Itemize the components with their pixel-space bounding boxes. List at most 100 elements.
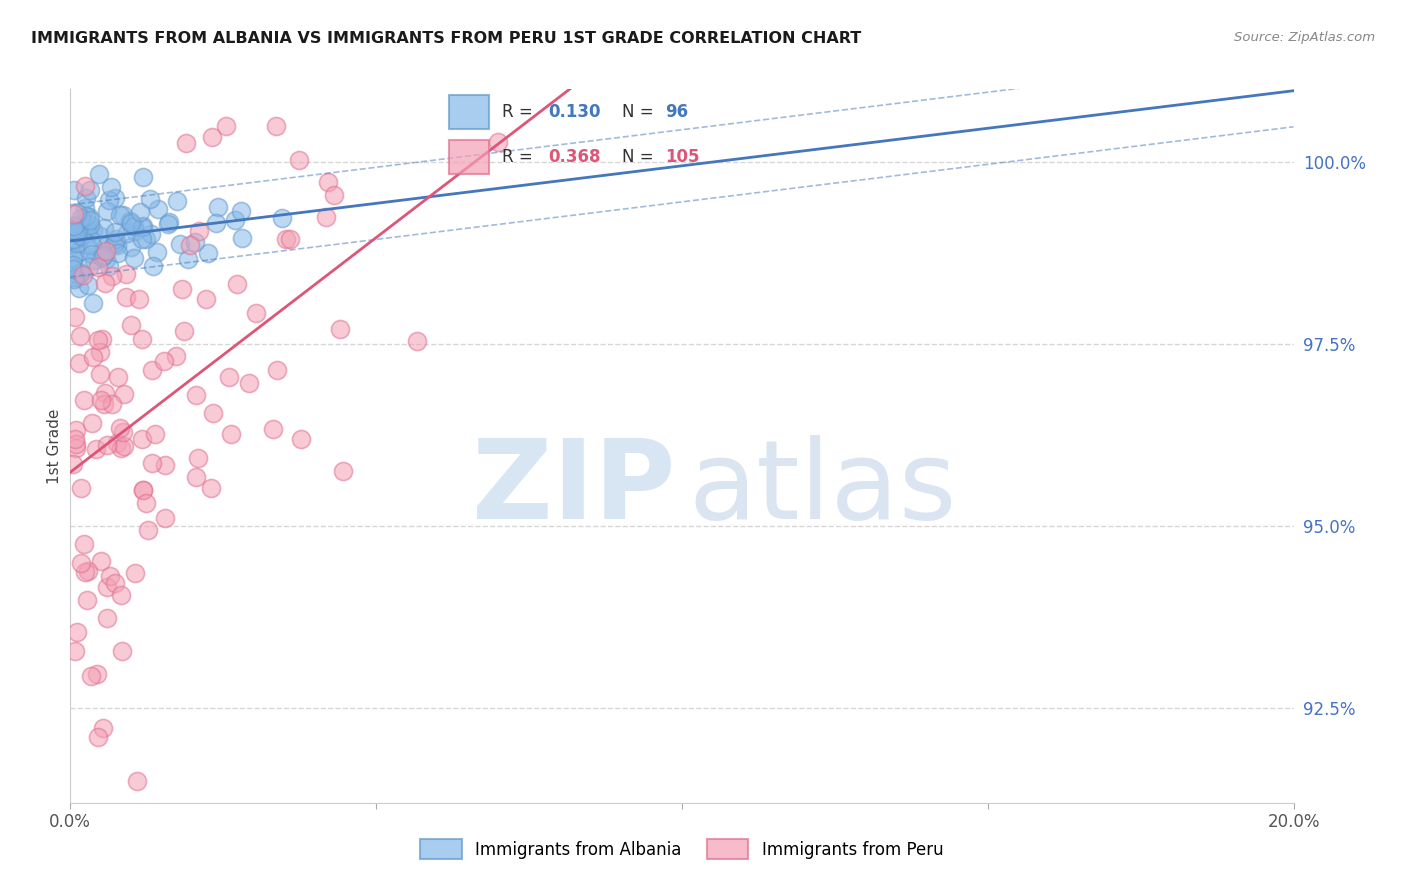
Point	[96, 611, 118, 625]
Point	[204, 216, 226, 230]
Point	[82, 350, 104, 364]
Point	[96, 252, 118, 266]
Point	[184, 235, 207, 249]
Point	[82, 223, 104, 237]
Point	[63, 644, 86, 658]
Point	[69, 244, 91, 258]
Point	[98, 568, 121, 582]
Point	[75, 191, 97, 205]
Point	[316, 175, 339, 189]
Text: IMMIGRANTS FROM ALBANIA VS IMMIGRANTS FROM PERU 1ST GRADE CORRELATION CHART: IMMIGRANTS FROM ALBANIA VS IMMIGRANTS FR…	[31, 31, 862, 46]
Point	[124, 251, 146, 265]
Point	[120, 240, 142, 254]
Point	[104, 576, 127, 591]
Point	[93, 277, 115, 291]
Point	[280, 232, 302, 246]
Point	[141, 456, 163, 470]
Point	[76, 238, 98, 252]
Point	[179, 238, 201, 252]
Point	[100, 180, 122, 194]
Point	[107, 369, 129, 384]
Point	[70, 222, 93, 236]
Point	[63, 222, 86, 236]
Point	[90, 250, 112, 264]
Point	[96, 580, 118, 594]
Point	[112, 208, 135, 222]
Point	[224, 212, 246, 227]
Point	[66, 624, 89, 639]
Point	[75, 210, 97, 224]
Text: 0.368: 0.368	[548, 148, 600, 166]
Point	[290, 432, 312, 446]
Point	[104, 235, 127, 250]
Point	[129, 205, 152, 219]
Bar	[449, 95, 489, 129]
Point	[143, 426, 166, 441]
Point	[152, 354, 174, 368]
Point	[62, 219, 84, 233]
Point	[115, 226, 138, 240]
Point	[98, 193, 121, 207]
Point	[93, 248, 115, 262]
Point	[89, 345, 111, 359]
Point	[62, 252, 84, 266]
Point	[67, 281, 90, 295]
Point	[86, 730, 108, 744]
Point	[131, 432, 153, 446]
Point	[65, 225, 87, 239]
Point	[166, 194, 188, 208]
Point	[101, 397, 124, 411]
Point	[79, 183, 101, 197]
Point	[172, 282, 194, 296]
Point	[120, 213, 142, 227]
Point	[488, 135, 510, 149]
Point	[135, 232, 157, 246]
Point	[87, 260, 110, 274]
Point	[73, 201, 96, 215]
Point	[91, 333, 114, 347]
Text: N =: N =	[623, 103, 659, 121]
Point	[62, 457, 84, 471]
Point	[66, 235, 89, 250]
Point	[105, 237, 128, 252]
Point	[131, 219, 153, 234]
Text: ZIP: ZIP	[472, 435, 676, 542]
Point	[110, 421, 132, 435]
Point	[173, 324, 195, 338]
Point	[62, 262, 84, 277]
Point	[187, 223, 209, 237]
Point	[263, 422, 285, 436]
Point	[219, 426, 242, 441]
Point	[91, 721, 114, 735]
Point	[114, 267, 136, 281]
Point	[174, 136, 197, 151]
Point	[62, 252, 84, 266]
Point	[65, 231, 87, 245]
Point	[120, 318, 142, 332]
Point	[141, 227, 163, 242]
Point	[87, 247, 110, 261]
Point	[135, 496, 157, 510]
Point	[322, 187, 344, 202]
Point	[145, 244, 167, 259]
Point	[132, 483, 155, 497]
Point	[215, 119, 238, 133]
Point	[77, 227, 100, 242]
Point	[82, 295, 104, 310]
Point	[79, 213, 101, 227]
Point	[177, 252, 200, 266]
Point	[264, 119, 287, 133]
Text: R =: R =	[502, 103, 537, 121]
Point	[274, 232, 297, 246]
Text: atlas: atlas	[688, 435, 956, 542]
Point	[86, 666, 108, 681]
Point	[201, 406, 224, 420]
Point	[73, 392, 96, 407]
Point	[89, 367, 111, 381]
Point	[72, 268, 94, 283]
Point	[104, 190, 127, 204]
Point	[83, 252, 105, 267]
Point	[65, 206, 87, 220]
Point	[70, 481, 93, 495]
Point	[120, 216, 142, 230]
